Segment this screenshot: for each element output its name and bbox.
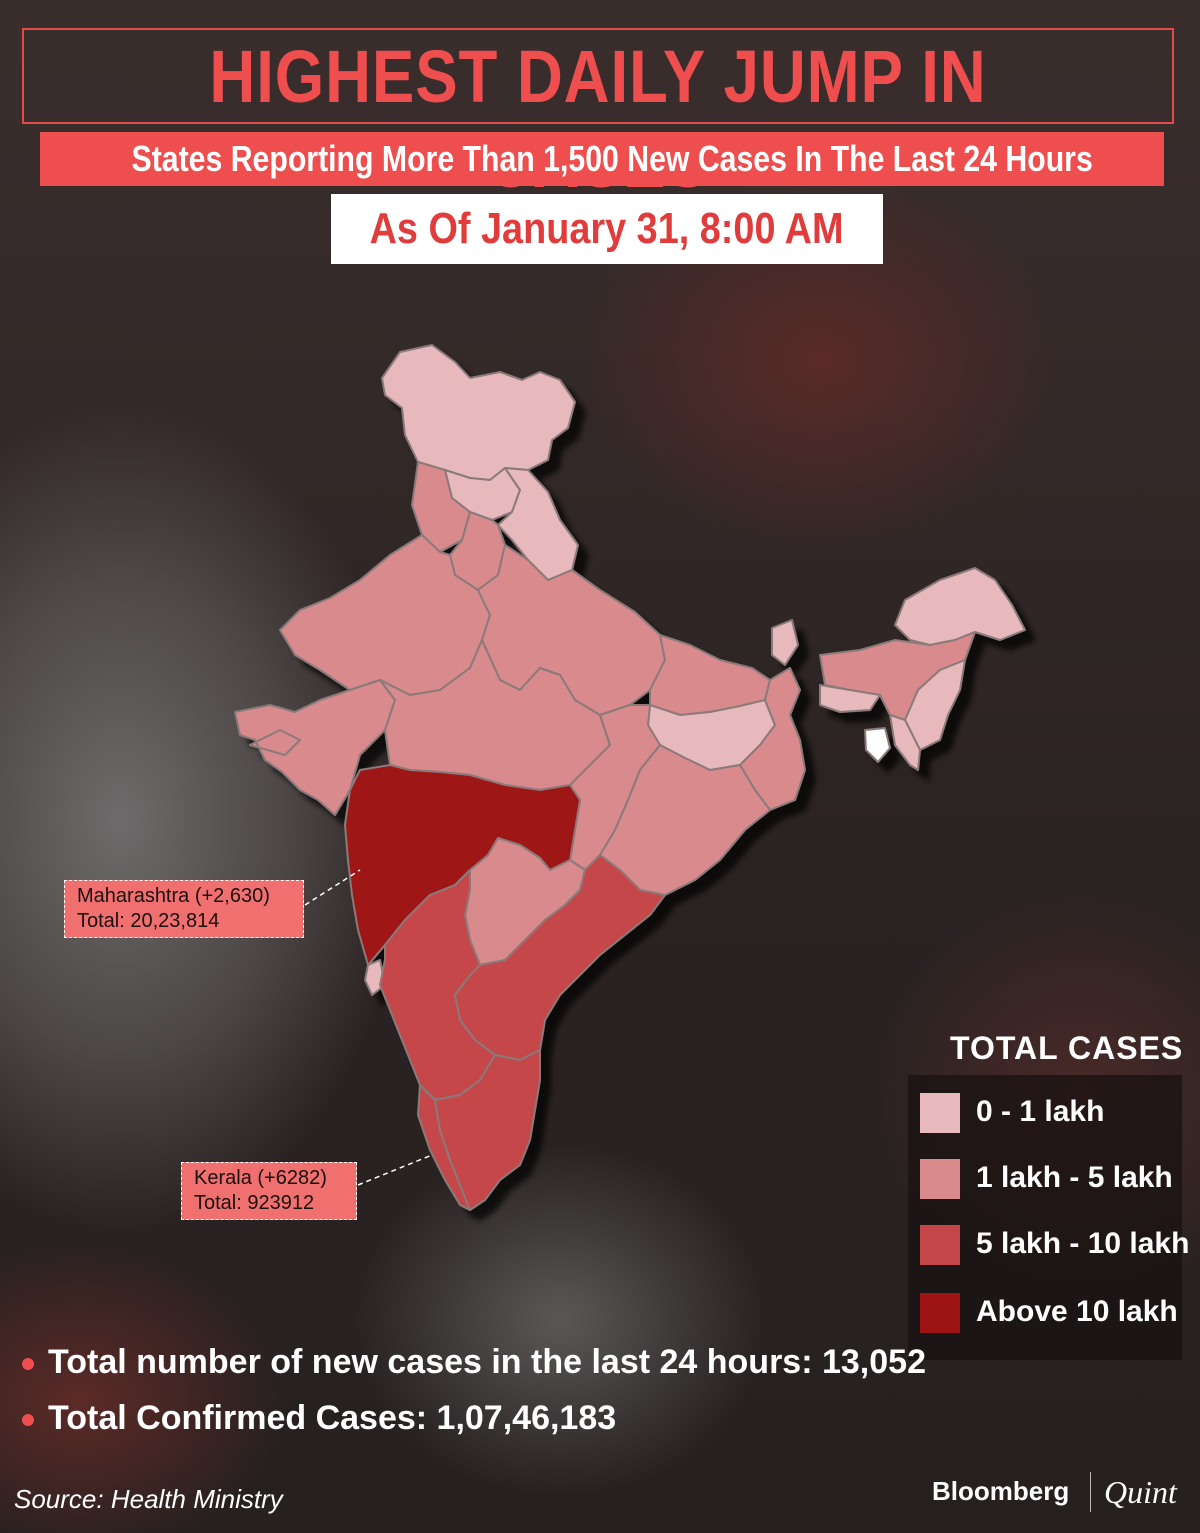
- legend: 0 - 1 lakh 1 lakh - 5 lakh 5 lakh - 10 l…: [908, 1075, 1189, 1360]
- bullet-dot: [22, 1414, 34, 1427]
- state-tripura: [864, 727, 891, 763]
- legend-label: 1 lakh - 5 lakh: [976, 1161, 1173, 1194]
- maharashtra-callout-line1: Maharashtra (+2,630): [77, 885, 270, 907]
- legend-label: 0 - 1 lakh: [976, 1095, 1105, 1128]
- maharashtra-callout: Maharashtra (+2,630) Total: 20,23,814: [64, 880, 304, 938]
- state-odisha: [599, 744, 771, 896]
- brand-quint: Quint: [1104, 1474, 1177, 1510]
- subtitle-text: States Reporting More Than 1,500 New Cas…: [131, 138, 1093, 179]
- state-meghalaya: [819, 684, 881, 713]
- maharashtra-callout-line2: Total: 20,23,814: [77, 910, 220, 932]
- brand-separator: [1090, 1472, 1091, 1512]
- kerala-callout-line2: Total: 923912: [194, 1192, 315, 1214]
- legend-label: Above 10 lakh: [976, 1295, 1178, 1328]
- legend-swatch: [920, 1159, 960, 1199]
- subtitle-banner: States Reporting More Than 1,500 New Cas…: [40, 132, 1164, 186]
- state-mizoram: [889, 714, 921, 771]
- legend-swatch: [920, 1293, 960, 1333]
- source-note: Source: Health Ministry: [14, 1484, 283, 1514]
- kerala-callout-line1: Kerala (+6282): [194, 1167, 327, 1189]
- state-sikkim: [771, 619, 799, 666]
- stat-new-cases: Total number of new cases in the last 24…: [22, 1343, 926, 1382]
- kerala-callout: Kerala (+6282) Total: 923912: [181, 1162, 357, 1220]
- state-gujarat: [234, 679, 396, 816]
- state-west-bengal: [739, 667, 806, 811]
- stat-confirmed: Total Confirmed Cases: 1,07,46,183: [22, 1399, 616, 1438]
- legend-swatch: [920, 1093, 960, 1133]
- brand-bloomberg: Bloomberg: [932, 1476, 1070, 1506]
- stat-new-cases-text: Total number of new cases in the last 24…: [48, 1343, 926, 1381]
- date-banner: As Of January 31, 8:00 AM: [331, 194, 883, 264]
- legend-title: TOTAL CASES: [950, 1030, 1184, 1066]
- state-karnataka: [379, 869, 496, 1101]
- legend-swatch: [920, 1225, 960, 1265]
- date-text: As Of January 31, 8:00 AM: [370, 204, 844, 253]
- state-jammu-kashmir: [381, 344, 576, 481]
- bullet-dot: [22, 1358, 34, 1371]
- maharashtra-leader: [304, 869, 361, 906]
- legend-label: 5 lakh - 10 lakh: [976, 1227, 1190, 1260]
- state-arunachal: [894, 567, 1026, 646]
- kerala-leader: [357, 1154, 433, 1186]
- stat-confirmed-text: Total Confirmed Cases: 1,07,46,183: [48, 1399, 617, 1437]
- state-tamil-nadu: [434, 1049, 541, 1211]
